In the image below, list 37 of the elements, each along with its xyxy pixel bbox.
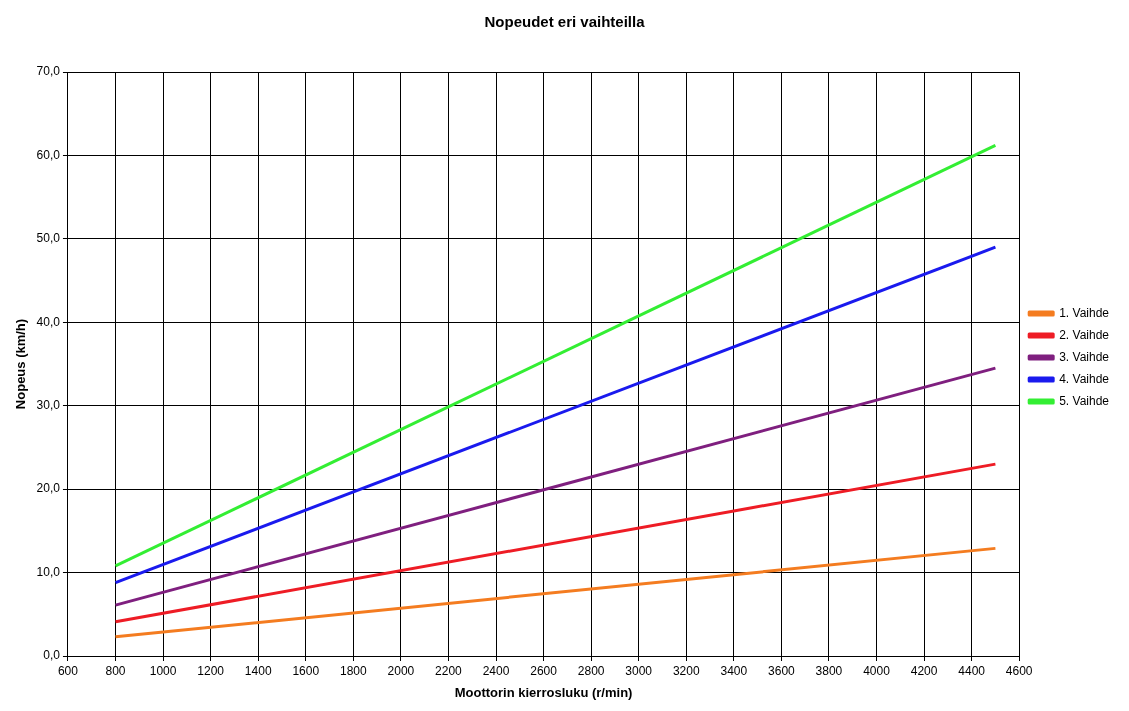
x-tick-label: 3000 xyxy=(625,663,653,678)
x-tick-label: 2800 xyxy=(577,663,605,678)
x-tick-label: 1200 xyxy=(197,663,225,678)
x-tick-label: 3600 xyxy=(768,663,796,678)
y-tick-label: 60,0 xyxy=(36,147,61,162)
legend-label: 5. Vaihde xyxy=(1059,393,1110,408)
x-tick-label: 3400 xyxy=(720,663,748,678)
x-tick-label: 3200 xyxy=(672,663,700,678)
x-tick-label: 1800 xyxy=(339,663,367,678)
x-tick-label: 1400 xyxy=(244,663,272,678)
y-tick-label: 10,0 xyxy=(36,564,61,579)
x-axis-title: Moottorin kierrosluku (r/min) xyxy=(454,684,633,700)
y-tick-label: 70,0 xyxy=(36,64,61,79)
x-tick-label: 4600 xyxy=(1005,663,1033,678)
x-tick-label: 2200 xyxy=(435,663,463,678)
y-axis-title: Nopeus (km/h) xyxy=(13,318,29,410)
y-tick-label: 50,0 xyxy=(36,231,61,246)
y-tick-label: 20,0 xyxy=(36,481,61,496)
x-tick-label: 2400 xyxy=(482,663,510,678)
legend-label: 1. Vaihde xyxy=(1059,305,1110,320)
legend-label: 3. Vaihde xyxy=(1059,349,1110,364)
y-tick-label: 0,0 xyxy=(43,648,61,663)
y-tick-label: 40,0 xyxy=(36,314,61,329)
chart-title: Nopeudet eri vaihteilla xyxy=(484,13,646,31)
legend-label: 4. Vaihde xyxy=(1059,371,1110,386)
x-tick-label: 800 xyxy=(105,663,126,678)
legend-label: 2. Vaihde xyxy=(1059,327,1110,342)
x-tick-label: 2600 xyxy=(530,663,558,678)
x-tick-label: 2000 xyxy=(387,663,415,678)
x-tick-label: 1600 xyxy=(292,663,320,678)
x-tick-label: 1000 xyxy=(149,663,177,678)
x-tick-label: 4400 xyxy=(958,663,986,678)
x-tick-label: 4200 xyxy=(910,663,938,678)
y-tick-label: 30,0 xyxy=(36,398,61,413)
x-tick-label: 600 xyxy=(57,663,79,678)
x-tick-label: 3800 xyxy=(815,663,843,678)
x-tick-label: 4000 xyxy=(863,663,891,678)
